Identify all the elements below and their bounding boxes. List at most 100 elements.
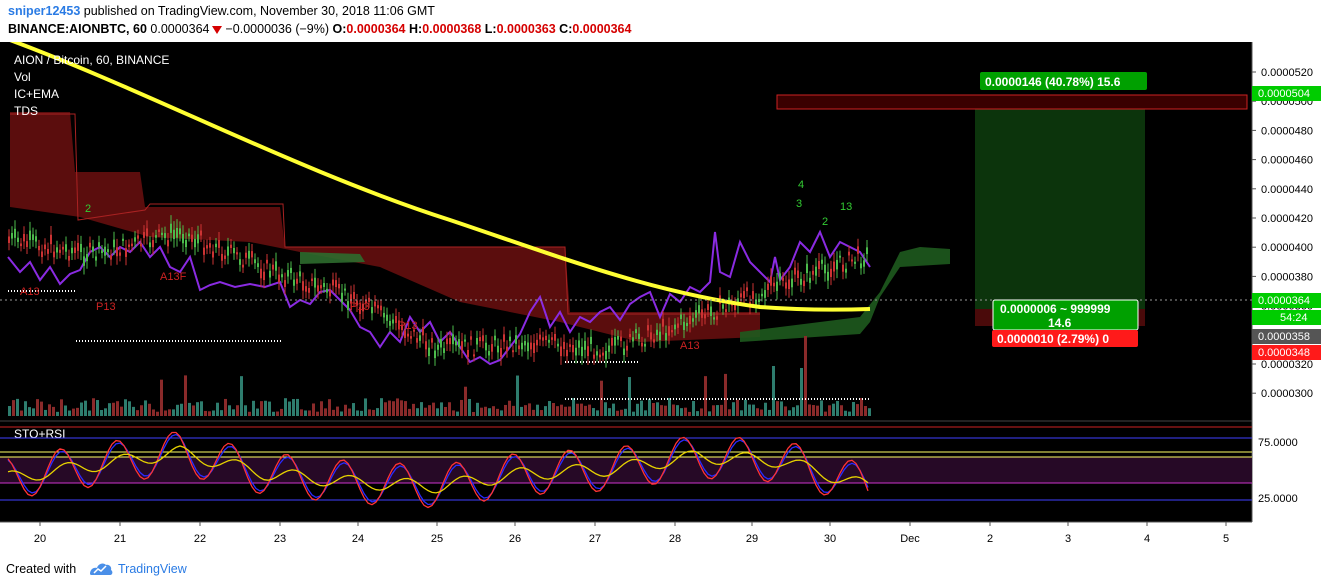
volume-bar — [504, 404, 507, 416]
candle-body — [452, 334, 454, 345]
candle-body — [185, 240, 187, 248]
ema-line[interactable] — [9, 42, 871, 312]
candle-body — [29, 230, 31, 241]
volume-bar — [140, 405, 143, 416]
candle-body — [389, 320, 391, 326]
volume-bar — [352, 403, 355, 416]
candle-body — [59, 249, 61, 253]
volume-bar — [404, 401, 407, 416]
price-tick-label: 0.0000420 — [1261, 213, 1313, 225]
time-tick-label: 5 — [1223, 533, 1229, 545]
legend-item-ic-ema[interactable]: IC+EMA — [14, 87, 59, 101]
candle-body — [608, 345, 610, 352]
volume-bar — [812, 405, 815, 416]
candle-body — [17, 237, 19, 242]
author-link[interactable]: sniper12453 — [8, 4, 81, 18]
volume-bar — [776, 401, 779, 416]
volume-bar — [792, 407, 795, 416]
time-tick-label: 29 — [746, 533, 758, 545]
candle-body — [848, 251, 850, 256]
volume-bar — [464, 386, 467, 416]
candle-body — [20, 243, 22, 247]
candle-body — [767, 283, 769, 290]
candle-body — [191, 234, 193, 242]
legend-item-vol[interactable]: Vol — [14, 70, 31, 84]
volume-bar — [488, 408, 491, 416]
volume-bar — [440, 402, 443, 416]
volume-bar — [860, 398, 863, 416]
volume-bar — [680, 408, 683, 416]
candle-body — [818, 260, 820, 269]
time-tick-label: 22 — [194, 533, 206, 545]
candle-body — [200, 230, 202, 236]
candle-body — [359, 307, 361, 314]
volume-bar — [480, 407, 483, 416]
volume-bar — [588, 404, 591, 416]
volume-bar — [824, 411, 827, 416]
tradingview-logo-icon[interactable] — [88, 561, 114, 577]
candle-body — [101, 250, 103, 254]
loss-box[interactable] — [992, 330, 1138, 347]
profit-zone[interactable] — [975, 96, 1145, 309]
candle-body — [218, 239, 220, 248]
high-label: H: — [409, 22, 423, 36]
candle-body — [329, 290, 331, 297]
candle-body — [557, 343, 559, 347]
oscillator-title[interactable]: STO+RSI — [14, 427, 65, 441]
price-tick-label: 0.0000520 — [1261, 67, 1313, 79]
volume-bar — [612, 403, 615, 416]
volume-bar — [724, 373, 727, 416]
candle-body — [485, 342, 487, 351]
candle-body — [704, 314, 706, 319]
volume-bar — [772, 366, 775, 416]
candle-body — [833, 261, 835, 272]
volume-bar — [108, 403, 111, 416]
candle-body — [500, 347, 502, 358]
volume-bar — [868, 408, 871, 416]
candle-body — [506, 346, 508, 352]
profit-box[interactable] — [980, 72, 1147, 90]
candle-body — [578, 340, 580, 348]
chart-canvas[interactable]: A13 P13 A13F P13 A13 P13 4 3 2 13 2 AION… — [0, 42, 1321, 552]
candle-body — [860, 263, 862, 269]
volume-bar — [528, 403, 531, 416]
legend-title[interactable]: AION / Bitcoin, 60, BINANCE — [14, 53, 169, 67]
candle-body — [857, 246, 859, 254]
high-value: 0.0000368 — [422, 22, 482, 36]
candle-body — [293, 279, 295, 286]
target-resistance-zone[interactable] — [776, 94, 1248, 110]
candle-body — [158, 229, 160, 232]
candle-body — [632, 337, 634, 342]
volume-bar — [492, 406, 495, 416]
candle-body — [368, 297, 370, 302]
volume-bar — [340, 411, 343, 416]
candle-body — [740, 293, 742, 298]
candle-body — [419, 335, 421, 341]
candle-body — [461, 341, 463, 350]
candle-body — [119, 252, 121, 256]
volume-bar — [484, 406, 487, 416]
candle-body — [407, 333, 409, 337]
volume-bar — [44, 409, 47, 416]
candle-body — [647, 325, 649, 331]
candle-body — [545, 335, 547, 340]
td-label: P13 — [350, 301, 370, 313]
footer: Created with TradingView — [0, 552, 1321, 587]
legend-item-tds[interactable]: TDS — [14, 104, 38, 118]
pane-divider[interactable] — [0, 420, 1252, 422]
volume-bar — [304, 410, 307, 416]
volume-bar — [576, 403, 579, 416]
candle-body — [440, 339, 442, 348]
candle-body — [26, 241, 28, 247]
low-label: L: — [484, 22, 497, 36]
candle-body — [401, 324, 403, 331]
volume-bar — [196, 402, 199, 416]
volume-bar — [780, 401, 783, 416]
candle-body — [242, 264, 244, 268]
volume-bar — [268, 401, 271, 416]
tradingview-link[interactable]: TradingView — [118, 562, 187, 576]
candle-body — [479, 337, 481, 342]
volume-bar — [368, 409, 371, 416]
candle-body — [32, 234, 34, 240]
candle-body — [758, 299, 760, 303]
